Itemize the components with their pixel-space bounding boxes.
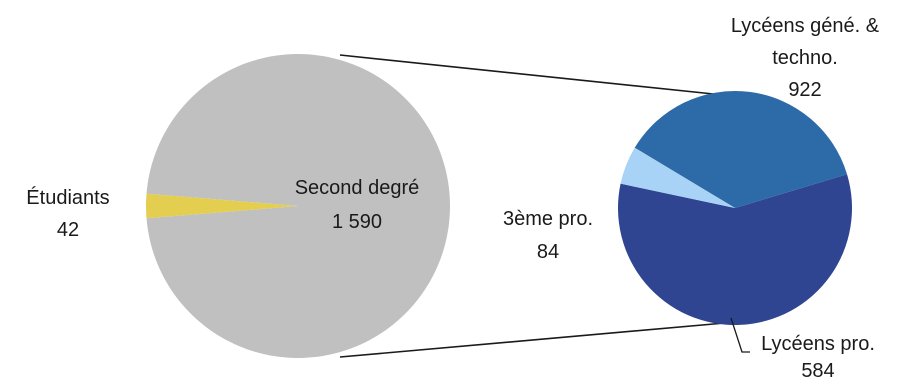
slice-label-3eme-pro: 3ème pro. [503,208,593,230]
slice-label-etudiants: Étudiants [26,186,109,209]
secondary-pie [618,91,853,326]
slice-label-lyceens-gene-line2: techno. [772,47,838,69]
leader-line-lyceens-pro [730,317,750,353]
connector-line-top [339,54,724,96]
slice-value-lyceens-gene: 922 [788,79,821,101]
slice-value-lyceens-pro: 584 [801,360,834,381]
pie-slice-lyceens-gene-techno [618,174,853,326]
pie-slice-lyceens-pro [634,91,848,208]
slice-value-etudiants: 42 [57,219,79,241]
slice-label-second-degre: Second degré [295,177,420,199]
slice-label-lyceens-pro: Lycéens pro. [761,333,875,355]
main-pie [146,54,451,359]
pie-slice-etudiants [146,193,298,219]
slice-label-lyceens-gene-line1: Lycéens géné. & [731,15,880,37]
slice-value-3eme-pro: 84 [537,241,559,263]
pie-slice-3eme-pro [620,147,735,208]
pie-slice-second-degre [146,54,451,359]
connector-line-bottom [339,322,726,358]
slice-value-second-degre: 1 590 [332,211,382,233]
